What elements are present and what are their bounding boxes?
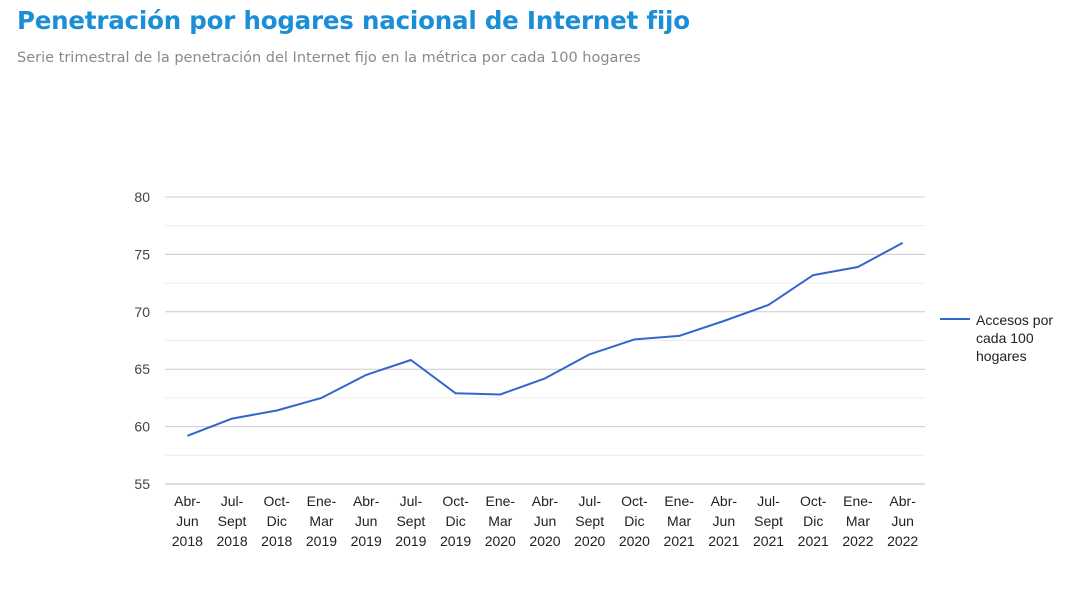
x-tick-label: Abr-Jun 2021 bbox=[708, 493, 739, 549]
y-tick-label: 60 bbox=[134, 419, 150, 435]
data-point[interactable] bbox=[408, 357, 414, 363]
x-tick-label: Abr-Jun 2018 bbox=[172, 493, 203, 549]
x-tick-label: Oct-Dic 2018 bbox=[261, 493, 292, 549]
y-axis-ticks: 55 60 65 70 75 80 bbox=[134, 189, 150, 492]
y-tick-label: 70 bbox=[134, 304, 150, 320]
x-tick-label: Abr-Jun 2019 bbox=[351, 493, 382, 549]
x-tick-label: Ene-Mar 2019 bbox=[306, 493, 337, 549]
data-point[interactable] bbox=[855, 264, 861, 270]
page-subtitle: Serie trimestral de la penetración del I… bbox=[17, 50, 641, 66]
data-point[interactable] bbox=[229, 416, 235, 422]
data-point[interactable] bbox=[766, 302, 772, 308]
y-tick-label: 65 bbox=[134, 361, 150, 377]
gridlines bbox=[165, 196, 925, 485]
legend-label: Accesos por cada 100 hogares bbox=[976, 312, 1053, 364]
data-point[interactable] bbox=[184, 433, 190, 439]
x-tick-label: Abr-Jun 2020 bbox=[529, 493, 560, 549]
x-tick-label: Jul-Sept 2018 bbox=[216, 493, 247, 549]
x-tick-label: Ene-Mar 2020 bbox=[485, 493, 516, 549]
y-tick-label: 80 bbox=[134, 189, 150, 205]
data-point[interactable] bbox=[453, 390, 459, 396]
x-tick-label: Jul-Sept 2020 bbox=[574, 493, 605, 549]
x-tick-label: Jul-Sept 2021 bbox=[753, 493, 784, 549]
x-tick-label: Ene-Mar 2022 bbox=[842, 493, 873, 549]
data-point[interactable] bbox=[587, 351, 593, 357]
data-point[interactable] bbox=[676, 333, 682, 339]
x-tick-label: Oct-Dic 2020 bbox=[619, 493, 650, 549]
x-tick-label: Oct-Dic 2021 bbox=[798, 493, 829, 549]
data-point[interactable] bbox=[721, 318, 727, 324]
x-tick-label: Ene-Mar 2021 bbox=[664, 493, 695, 549]
x-tick-label: Oct-Dic 2019 bbox=[440, 493, 471, 549]
series-line[interactable] bbox=[187, 242, 904, 437]
x-tick-label: Abr-Jun 2022 bbox=[887, 493, 918, 549]
data-point[interactable] bbox=[363, 372, 369, 378]
data-point[interactable] bbox=[318, 395, 324, 401]
data-point[interactable] bbox=[497, 391, 503, 397]
page-title: Penetración por hogares nacional de Inte… bbox=[17, 6, 690, 35]
x-axis-ticks: Abr-Jun 2018 Jul-Sept 2018 Oct-Dic 2018 Ene-Ma… bbox=[172, 493, 919, 549]
series-lines bbox=[184, 240, 906, 439]
x-tick-label: Jul-Sept 2019 bbox=[395, 493, 426, 549]
data-point[interactable] bbox=[542, 375, 548, 381]
y-tick-label: 75 bbox=[134, 246, 150, 262]
data-point[interactable] bbox=[810, 272, 816, 278]
data-point[interactable] bbox=[274, 408, 280, 414]
data-point[interactable] bbox=[631, 336, 637, 342]
legend[interactable]: Accesos por cada 100 hogares bbox=[940, 312, 1053, 364]
y-tick-label: 55 bbox=[134, 476, 150, 492]
data-point[interactable] bbox=[900, 240, 906, 246]
